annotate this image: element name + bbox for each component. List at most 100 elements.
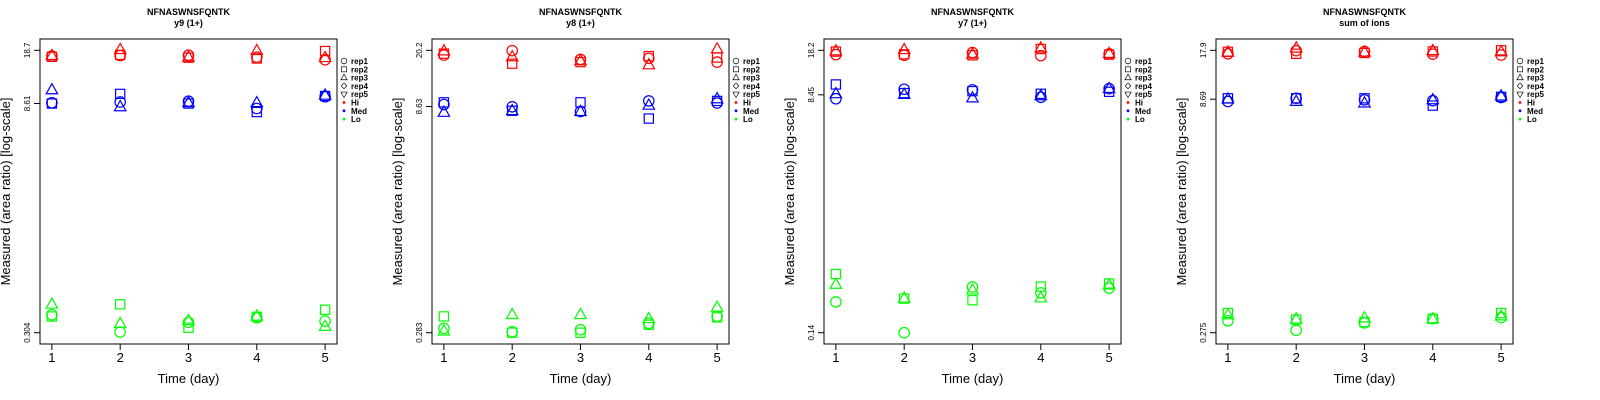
legend-symbol-rep4 xyxy=(1124,82,1132,90)
x-tick-label: 1 xyxy=(1224,350,1231,365)
y-tick-label: 0.14 xyxy=(807,324,816,340)
data-point-hi-rep3 xyxy=(250,43,264,56)
data-point-lo-rep1 xyxy=(438,322,450,335)
data-point-hi-rep1 xyxy=(711,56,723,68)
data-point-lo-rep3 xyxy=(1034,290,1048,303)
y-tick-label: 18.2 xyxy=(807,42,816,58)
y-tick-label: 17.9 xyxy=(1199,42,1208,58)
data-point-lo-rep2 xyxy=(319,304,331,315)
x-tick-label: 4 xyxy=(1429,350,1436,365)
legend-label-rep4: rep4 xyxy=(351,82,368,91)
legend-symbol-rep1 xyxy=(340,57,348,65)
legend-label-rep1: rep1 xyxy=(743,57,760,66)
legend-symbol-rep2 xyxy=(1517,66,1523,73)
legend-label-hi: Hi xyxy=(351,99,359,108)
data-point-lo-rep2 xyxy=(967,295,978,306)
chart-title: NFNASWNSFQNTK xyxy=(931,7,1014,17)
data-point-hi-rep2 xyxy=(1290,48,1302,59)
data-point-lo-rep3 xyxy=(642,311,656,324)
data-point-lo-rep2 xyxy=(251,311,263,323)
legend-dot-med xyxy=(1518,109,1522,113)
legend-marker-rep4 xyxy=(1124,82,1132,90)
legend-label-lo: Lo xyxy=(1135,115,1145,124)
data-point-med-rep3 xyxy=(1357,95,1372,108)
data-point-lo-rep2 xyxy=(1035,281,1047,292)
data-point-lo-rep3 xyxy=(1357,310,1372,323)
data-point-med-rep1 xyxy=(438,98,450,111)
data-point-med-rep3 xyxy=(250,95,264,108)
legend-symbol-rep2 xyxy=(733,66,739,73)
data-point-hi-rep2 xyxy=(506,58,518,69)
plot-frame xyxy=(431,38,730,345)
legend-symbol-rep3 xyxy=(1124,73,1132,81)
data-point-lo-rep3 xyxy=(437,323,451,336)
data-point-med-rep3 xyxy=(573,104,588,117)
legend-label-rep2: rep2 xyxy=(1527,65,1544,74)
data-point-lo-rep3 xyxy=(573,307,588,320)
data-point-med-rep3 xyxy=(710,91,724,104)
data-point-lo-rep3 xyxy=(829,276,843,289)
data-point-lo-rep3 xyxy=(318,319,332,331)
legend-label-hi: Hi xyxy=(1527,99,1535,108)
data-point-hi-rep3 xyxy=(710,41,724,54)
legend-label-lo: Lo xyxy=(743,115,753,124)
data-point-hi-rep2 xyxy=(830,46,842,57)
legend-symbol-rep3 xyxy=(340,73,348,81)
data-point-med-rep1 xyxy=(830,92,842,105)
x-axis-label: Time (day) xyxy=(158,371,220,386)
data-point-lo-rep2 xyxy=(643,319,655,330)
legend-marker-rep4 xyxy=(340,82,348,90)
legend-marker-rep1 xyxy=(1124,57,1132,65)
data-point-hi-rep3 xyxy=(113,42,127,55)
data-point-med-rep3 xyxy=(437,104,451,117)
data-point-lo-rep3 xyxy=(113,316,127,329)
legend-symbol-rep3 xyxy=(1516,73,1524,81)
legend-marker-rep1 xyxy=(732,57,740,65)
y-tick-label: 8.63 xyxy=(415,98,424,114)
x-tick-label: 1 xyxy=(832,350,839,365)
x-tick-label: 4 xyxy=(1037,350,1044,365)
data-point-med-rep3 xyxy=(1221,91,1235,104)
data-point-hi-rep3 xyxy=(1102,46,1116,59)
y-tick-label: 18.7 xyxy=(23,42,32,58)
plot-frame xyxy=(1215,38,1514,345)
data-point-hi-rep2 xyxy=(898,49,910,60)
data-point-lo-rep1 xyxy=(1290,324,1302,337)
data-point-lo-rep2 xyxy=(1290,314,1302,325)
data-point-hi-rep2 xyxy=(114,49,126,61)
data-point-hi-rep3 xyxy=(829,43,843,56)
data-point-hi-rep2 xyxy=(183,52,194,63)
data-point-med-rep1 xyxy=(114,96,126,108)
data-point-lo-rep1 xyxy=(182,316,195,329)
y-tick-label: 8.69 xyxy=(1199,91,1208,107)
x-axis-label: Time (day) xyxy=(550,371,612,386)
data-point-med-rep1 xyxy=(898,83,910,96)
data-point-lo-rep3 xyxy=(710,299,724,312)
data-point-med-rep2 xyxy=(575,97,586,108)
data-point-lo-rep3 xyxy=(1289,311,1303,324)
data-point-med-rep3 xyxy=(829,86,843,99)
legend-dot-hi xyxy=(1518,101,1522,104)
legend-label-med: Med xyxy=(1135,107,1151,116)
legend-marker-rep5 xyxy=(340,91,348,99)
legend-symbol-rep1 xyxy=(732,57,740,65)
data-point-lo-rep1 xyxy=(830,296,842,308)
data-point-hi-rep2 xyxy=(643,50,655,62)
y-tick-label: 0.283 xyxy=(415,322,424,343)
y-tick-label: 0.304 xyxy=(23,322,32,343)
legend-dot-hi xyxy=(734,101,738,104)
data-point-lo-rep3 xyxy=(1426,311,1440,324)
legend-marker-rep2 xyxy=(341,66,347,73)
legend-symbol-rep4 xyxy=(1516,82,1524,90)
legend-marker-rep5 xyxy=(1516,91,1524,99)
x-tick-label: 2 xyxy=(509,350,516,365)
legend-dot-lo xyxy=(342,117,346,121)
data-point-lo-rep3 xyxy=(45,296,59,309)
chart-title: NFNASWNSFQNTK xyxy=(1323,7,1406,17)
data-point-med-rep3 xyxy=(45,82,59,95)
chart-title: NFNASWNSFQNTK xyxy=(539,7,622,17)
y-axis-label: Measured (area ratio) [log-scale] xyxy=(1174,98,1189,286)
data-point-med-rep1 xyxy=(1222,95,1234,108)
data-point-hi-rep1 xyxy=(1290,44,1302,57)
